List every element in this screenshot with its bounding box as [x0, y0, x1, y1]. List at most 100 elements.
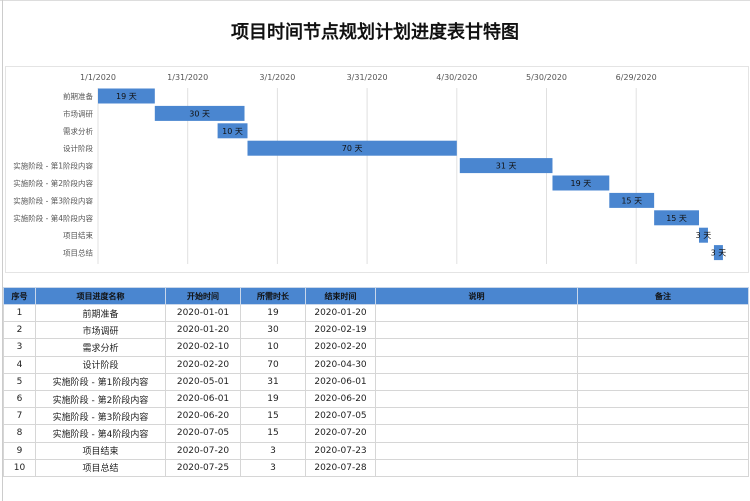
gantt-bar — [698, 227, 708, 243]
table-cell[interactable]: 2020-06-20 — [305, 389, 376, 409]
table-cell[interactable]: 需求分析 — [35, 338, 166, 357]
y-category-label: 项目结束 — [63, 230, 93, 240]
column-header: 结束时间 — [305, 287, 376, 305]
table-cell[interactable] — [375, 424, 578, 443]
table-cell[interactable] — [375, 338, 578, 357]
bar-data-label: 15 天 — [666, 214, 687, 223]
table-cell[interactable]: 设计阶段 — [35, 355, 166, 374]
table-cell[interactable]: 2020-07-05 — [165, 424, 241, 443]
table-cell[interactable]: 2020-02-20 — [165, 355, 241, 374]
table-cell[interactable] — [375, 458, 578, 477]
column-header: 所需时长 — [240, 287, 306, 305]
table-cell[interactable]: 2020-01-01 — [165, 303, 241, 323]
table-row: 8 实施阶段 - 第4阶段内容 2020-07-05 15 2020-07-20 — [3, 424, 749, 443]
table-row: 7 实施阶段 - 第3阶段内容 2020-06-20 15 2020-07-05 — [3, 407, 749, 426]
table-cell[interactable]: 2020-07-05 — [305, 407, 376, 426]
gantt-bar — [98, 88, 155, 104]
table-cell[interactable] — [577, 338, 749, 357]
table-cell[interactable]: 10 — [3, 458, 36, 477]
table-row: 3 需求分析 2020-02-10 10 2020-02-20 — [3, 338, 749, 357]
table-cell[interactable]: 市场调研 — [35, 321, 166, 340]
x-tick-label: 6/29/2020 — [616, 73, 657, 82]
x-tick-label: 3/1/2020 — [259, 73, 295, 82]
x-tick-label: 1/31/2020 — [167, 73, 208, 82]
table-cell[interactable]: 2020-06-01 — [165, 389, 241, 409]
table-cell[interactable]: 6 — [3, 389, 36, 409]
table-cell[interactable]: 70 — [240, 355, 306, 374]
table-cell[interactable]: 15 — [240, 424, 306, 443]
table-cell[interactable] — [577, 389, 749, 409]
column-header: 说明 — [375, 287, 578, 305]
table-cell[interactable]: 15 — [240, 407, 306, 426]
table-cell[interactable]: 2020-07-20 — [305, 424, 376, 443]
table-cell[interactable]: 10 — [240, 338, 306, 357]
table-cell[interactable]: 2020-07-23 — [305, 441, 376, 460]
table-cell[interactable]: 2020-06-20 — [165, 407, 241, 426]
table-cell[interactable] — [577, 407, 749, 426]
gantt-bar — [609, 192, 655, 208]
table-cell[interactable]: 3 — [3, 338, 36, 357]
table-cell[interactable]: 2020-07-20 — [165, 441, 241, 460]
table-cell[interactable]: 31 — [240, 372, 306, 391]
table-cell[interactable]: 2020-02-20 — [305, 338, 376, 357]
table-cell[interactable]: 1 — [3, 303, 36, 323]
table-cell[interactable]: 2020-02-10 — [165, 338, 241, 357]
table-row: 1 前期准备 2020-01-01 19 2020-01-20 — [3, 303, 749, 323]
table-cell[interactable] — [375, 303, 578, 323]
table-cell[interactable]: 8 — [3, 424, 36, 443]
gantt-chart-frame — [5, 66, 749, 273]
y-category-label: 实施阶段 - 第3阶段内容 — [13, 195, 93, 205]
bar-data-label: 31 天 — [496, 162, 517, 171]
gantt-bar — [217, 123, 248, 139]
table-cell[interactable] — [577, 458, 749, 477]
table-cell[interactable]: 2020-04-30 — [305, 355, 376, 374]
table-cell[interactable]: 2020-07-28 — [305, 458, 376, 477]
table-cell[interactable]: 2020-02-19 — [305, 321, 376, 340]
table-cell[interactable] — [375, 355, 578, 374]
page-title: 项目时间节点规划计划进度表甘特图 — [231, 22, 519, 43]
bar-data-label: 3 天 — [696, 231, 712, 240]
table-cell[interactable]: 项目总结 — [35, 458, 166, 477]
table-cell[interactable]: 2020-06-01 — [305, 372, 376, 391]
table-cell[interactable]: 5 — [3, 372, 36, 391]
x-tick-label: 1/1/2020 — [80, 73, 116, 82]
table-cell[interactable]: 9 — [3, 441, 36, 460]
bar-data-label: 3 天 — [711, 249, 727, 258]
table-cell[interactable]: 实施阶段 - 第1阶段内容 — [35, 372, 166, 391]
table-cell[interactable] — [375, 389, 578, 409]
x-tick-label: 3/31/2020 — [347, 73, 388, 82]
table-cell[interactable]: 实施阶段 - 第2阶段内容 — [35, 389, 166, 409]
table-cell[interactable] — [577, 372, 749, 391]
table-cell[interactable] — [577, 355, 749, 374]
bar-data-label: 19 天 — [571, 179, 592, 188]
table-cell[interactable]: 4 — [3, 355, 36, 374]
table-header-row: 序号 项目进度名称 开始时间 所需时长 结束时间 说明 备注 — [3, 287, 749, 305]
table-cell[interactable]: 2 — [3, 321, 36, 340]
table-cell[interactable]: 2020-01-20 — [165, 321, 241, 340]
table-cell[interactable] — [577, 441, 749, 460]
table-cell[interactable]: 19 — [240, 389, 306, 409]
table-cell[interactable]: 实施阶段 - 第4阶段内容 — [35, 424, 166, 443]
table-cell[interactable]: 项目结束 — [35, 441, 166, 460]
table-cell[interactable]: 3 — [240, 458, 306, 477]
gantt-bar — [247, 140, 457, 156]
table-cell[interactable] — [577, 424, 749, 443]
table-cell[interactable]: 3 — [240, 441, 306, 460]
table-cell[interactable]: 7 — [3, 407, 36, 426]
table-cell[interactable]: 2020-01-20 — [305, 303, 376, 323]
table-cell[interactable] — [375, 372, 578, 391]
table-cell[interactable] — [375, 441, 578, 460]
table-cell[interactable]: 19 — [240, 303, 306, 323]
table-cell[interactable]: 2020-05-01 — [165, 372, 241, 391]
table-cell[interactable] — [375, 407, 578, 426]
x-tick-label: 4/30/2020 — [436, 73, 477, 82]
table-cell[interactable] — [577, 303, 749, 323]
left-border — [2, 0, 3, 501]
table-cell[interactable] — [375, 321, 578, 340]
table-cell[interactable]: 前期准备 — [35, 303, 166, 323]
schedule-table: 序号 项目进度名称 开始时间 所需时长 结束时间 说明 备注 1 前期准备 2020-01-01… — [3, 287, 749, 477]
table-cell[interactable]: 30 — [240, 321, 306, 340]
table-cell[interactable] — [577, 321, 749, 340]
table-cell[interactable]: 2020-07-25 — [165, 458, 241, 477]
table-cell[interactable]: 实施阶段 - 第3阶段内容 — [35, 407, 166, 426]
